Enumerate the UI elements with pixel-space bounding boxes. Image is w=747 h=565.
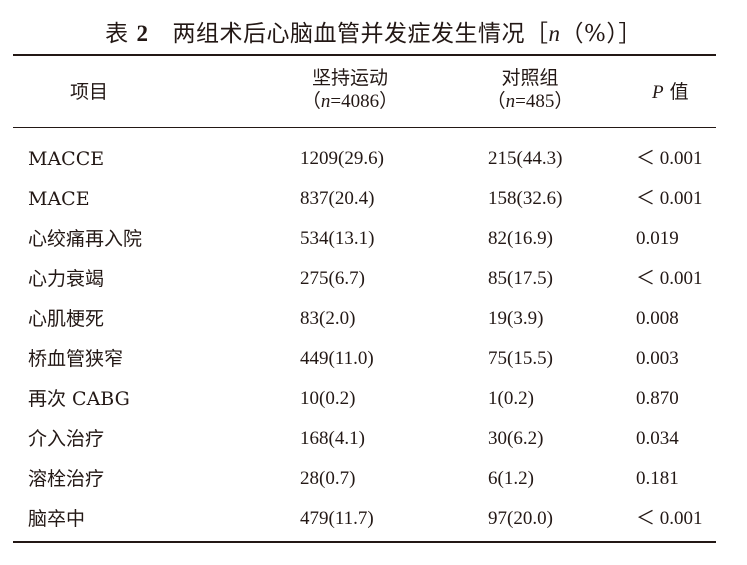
header-group-exercise-label: 坚持运动: [311, 67, 388, 89]
row-item: 溶栓治疗: [28, 468, 105, 490]
table-caption: 表 2 两组术后心脑血管并发症发生情况［n（%）］: [0, 14, 747, 48]
row-item: 心绞痛再入院: [28, 228, 143, 250]
header-p-value: P 值: [652, 81, 689, 103]
row-control-value: 158(32.6): [488, 188, 563, 209]
row-control-value: 215(44.3): [488, 148, 563, 169]
row-p-value: 0.870: [636, 388, 679, 409]
row-exercise-value: 837(20.4): [300, 188, 375, 209]
row-item: 脑卒中: [28, 508, 86, 530]
row-exercise-value: 449(11.0): [300, 348, 374, 369]
row-item: 心力衰竭: [28, 268, 105, 290]
row-control-value: 75(15.5): [488, 348, 553, 369]
row-item: 桥血管狭窄: [28, 348, 124, 370]
row-exercise-value: 10(0.2): [300, 388, 356, 409]
row-control-value: 6(1.2): [488, 468, 534, 489]
caption-n-symbol: n: [548, 21, 561, 46]
top-rule: [13, 54, 716, 56]
row-item: 心肌梗死: [28, 308, 105, 330]
row-item: MACCE: [28, 148, 105, 170]
row-p-value: 0.008: [636, 308, 679, 329]
row-p-value: 0.034: [636, 428, 679, 449]
header-group-control-n: （n=485）: [486, 91, 574, 112]
row-p-value: ＜ 0.001: [636, 188, 703, 209]
row-control-value: 30(6.2): [488, 428, 544, 449]
row-item: 介入治疗: [28, 428, 105, 450]
row-control-value: 97(20.0): [488, 508, 553, 529]
header-group-control: 对照组 （n=485）: [460, 66, 600, 114]
row-p-value: 0.019: [636, 228, 679, 249]
row-item: MACE: [28, 188, 90, 210]
header-item: 项目: [70, 81, 109, 103]
row-exercise-value: 83(2.0): [300, 308, 356, 329]
row-control-value: 85(17.5): [488, 268, 553, 289]
row-exercise-value: 275(6.7): [300, 268, 365, 289]
header-group-exercise: 坚持运动 （n=4086）: [280, 66, 420, 114]
header-rule: [13, 127, 716, 128]
caption-percent: （%）］: [560, 21, 642, 47]
row-p-value: ＜ 0.001: [636, 508, 703, 529]
row-control-value: 19(3.9): [488, 308, 544, 329]
row-control-value: 82(16.9): [488, 228, 553, 249]
row-p-value: ＜ 0.001: [636, 268, 703, 289]
caption-title: 两组术后心脑血管并发症发生情况［: [172, 21, 549, 47]
row-p-value: ＜ 0.001: [636, 148, 703, 169]
header-group-control-label: 对照组: [501, 67, 559, 89]
caption-label: 表: [105, 21, 129, 47]
header-group-exercise-n: （n=4086）: [301, 91, 399, 112]
row-p-value: 0.003: [636, 348, 679, 369]
row-exercise-value: 534(13.1): [300, 228, 375, 249]
bottom-rule: [13, 541, 716, 543]
row-exercise-value: 28(0.7): [300, 468, 356, 489]
row-item: 再次 CABG: [28, 388, 130, 410]
row-p-value: 0.181: [636, 468, 679, 489]
row-exercise-value: 168(4.1): [300, 428, 365, 449]
row-exercise-value: 479(11.7): [300, 508, 374, 529]
row-control-value: 1(0.2): [488, 388, 534, 409]
row-exercise-value: 1209(29.6): [300, 148, 384, 169]
caption-number: 2: [136, 21, 149, 46]
